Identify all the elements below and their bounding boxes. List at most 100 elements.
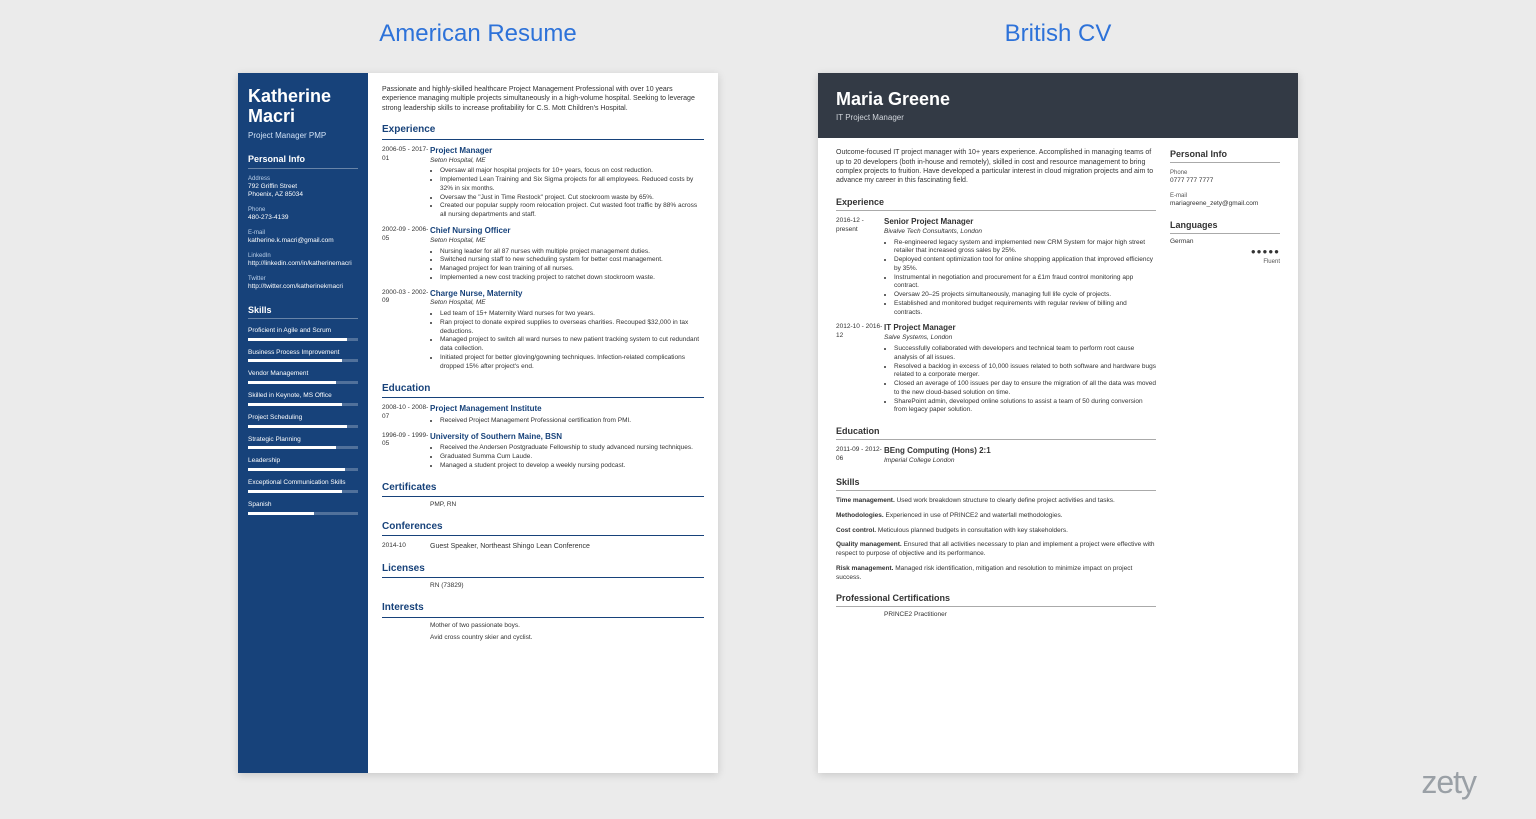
entry-bullet: Re-engineered legacy system and implemen… xyxy=(894,239,1156,257)
us-skill-item: Skilled in Keynote, MS Office xyxy=(248,392,358,406)
us-lang-label: Spanish xyxy=(248,501,358,510)
us-experience-h: Experience xyxy=(382,123,704,140)
entry-bullet: Ran project to donate expired supplies t… xyxy=(440,319,704,337)
entry-bullet: Received the Andersen Postgraduate Fello… xyxy=(440,444,704,453)
us-skill-bar xyxy=(248,359,342,362)
uk-email-label: E-mail xyxy=(1170,192,1280,200)
uk-summary: Outcome-focused IT project manager with … xyxy=(836,148,1156,186)
entry-role: Senior Project Manager xyxy=(884,217,1156,228)
entry-bullet: Graduated Summa Cum Laude. xyxy=(440,453,704,462)
us-skills-h: Skills xyxy=(248,304,358,319)
uk-phone: 0777 777 7777 xyxy=(1170,177,1280,186)
zety-logo: zety xyxy=(1421,764,1476,801)
entry-role: Chief Nursing Officer xyxy=(430,226,704,237)
us-name-last: Macri xyxy=(248,107,358,127)
us-skill-item: Exceptional Communication Skills xyxy=(248,479,358,493)
entry-bullet: Successfully collaborated with developer… xyxy=(894,345,1156,363)
british-cv: Maria Greene IT Project Manager Outcome-… xyxy=(818,73,1298,773)
entry-bullet: Created our popular supply room relocati… xyxy=(440,202,704,220)
us-address1: 792 Griffin Street xyxy=(248,183,358,192)
entry-role: University of Southern Maine, BSN xyxy=(430,432,704,443)
us-skill-label: Proficient in Agile and Scrum xyxy=(248,327,358,336)
uk-skill-item: Methodologies. Experienced in use of PRI… xyxy=(836,512,1156,521)
us-skill-item: Leadership xyxy=(248,457,358,471)
uk-skill-item: Quality management. Ensured that all act… xyxy=(836,541,1156,559)
entry: 2006-05 - 2017-01 Project Manager Seton … xyxy=(382,146,704,220)
us-interests-h: Interests xyxy=(382,601,704,618)
uk-certs-h: Professional Certifications xyxy=(836,592,1156,607)
us-conf-date: 2014-10 xyxy=(382,542,430,551)
uk-skill-text: Used work breakdown structure to clearly… xyxy=(897,497,1115,504)
us-licenses: RN (73829) xyxy=(430,582,704,591)
entry-bullet: Switched nursing staff to new scheduling… xyxy=(440,256,704,265)
us-linkedin-label: LinkedIn xyxy=(248,252,358,260)
uk-job-title: IT Project Manager xyxy=(836,113,1280,124)
us-job-title: Project Manager PMP xyxy=(248,131,358,142)
uk-languages-h: Languages xyxy=(1170,219,1280,234)
uk-email: mariagreene_zety@gmail.com xyxy=(1170,200,1280,209)
us-certificates: PMP, RN xyxy=(430,501,704,510)
entry-bullet: Managed project for lean training of all… xyxy=(440,265,704,274)
entry-bullet: Implemented a new cost tracking project … xyxy=(440,274,704,283)
uk-phone-label: Phone xyxy=(1170,169,1280,177)
entry-bullet: SharePoint admin, developed online solut… xyxy=(894,398,1156,416)
us-email: katherine.k.macri@gmail.com xyxy=(248,237,358,246)
us-sidebar: Katherine Macri Project Manager PMP Pers… xyxy=(238,73,368,773)
entry-bullet: Led team of 15+ Maternity Ward nurses fo… xyxy=(440,310,704,319)
american-heading: American Resume xyxy=(238,20,718,48)
us-conferences-h: Conferences xyxy=(382,520,704,537)
uk-skill-text: Experienced in use of PRINCE2 and waterf… xyxy=(885,512,1062,519)
uk-header: Maria Greene IT Project Manager xyxy=(818,73,1298,138)
us-conference-entry: 2014-10 Guest Speaker, Northeast Shingo … xyxy=(382,542,704,551)
us-skill-label: Exceptional Communication Skills xyxy=(248,479,358,488)
us-phone: 480-273-4139 xyxy=(248,214,358,223)
uk-main: Outcome-focused IT project manager with … xyxy=(836,148,1156,620)
entry-role: Project Management Institute xyxy=(430,404,704,415)
entry: 2016-12 - present Senior Project Manager… xyxy=(836,217,1156,317)
us-email-label: E-mail xyxy=(248,229,358,237)
entry-dates: 2008-10 - 2008-07 xyxy=(382,404,430,426)
uk-name: Maria Greene xyxy=(836,87,1280,111)
entry-bullet: Deployed content optimization tool for o… xyxy=(894,256,1156,274)
entry: 2000-03 - 2002-09 Charge Nurse, Maternit… xyxy=(382,289,704,372)
uk-personal-h: Personal Info xyxy=(1170,148,1280,163)
entry-org: Bivalve Tech Consultants, London xyxy=(884,228,1156,237)
uk-lang-level: Fluent xyxy=(1170,258,1280,266)
british-heading: British CV xyxy=(818,20,1298,48)
entry-bullet: Initiated project for better gloving/gow… xyxy=(440,354,704,372)
uk-edu-entry: 2011-09 - 2012-06 BEng Computing (Hons) … xyxy=(836,446,1156,466)
uk-skill-item: Time management. Used work breakdown str… xyxy=(836,497,1156,506)
uk-skill-name: Time management. xyxy=(836,497,895,504)
uk-edu-role: BEng Computing (Hons) 2:1 xyxy=(884,446,1156,457)
us-interest1: Mother of two passionate boys. xyxy=(430,622,704,631)
us-phone-label: Phone xyxy=(248,206,358,214)
entry: 1996-09 - 1999-05 University of Southern… xyxy=(382,432,704,471)
entry-role: IT Project Manager xyxy=(884,323,1156,334)
uk-skills-h: Skills xyxy=(836,476,1156,491)
uk-certs: PRINCE2 Practitioner xyxy=(884,611,1156,620)
entry-bullet: Oversaw 20–25 projects simultaneously, m… xyxy=(894,291,1156,300)
uk-education-h: Education xyxy=(836,425,1156,440)
entry-org: Salve Systems, London xyxy=(884,334,1156,343)
us-skill-label: Skilled in Keynote, MS Office xyxy=(248,392,358,401)
us-skill-item: Project Scheduling xyxy=(248,414,358,428)
entry: 2002-09 - 2006-05 Chief Nursing Officer … xyxy=(382,226,704,283)
us-skill-label: Strategic Planning xyxy=(248,436,358,445)
us-address-label: Address xyxy=(248,175,358,183)
entry-bullet: Closed an average of 100 issues per day … xyxy=(894,380,1156,398)
entry-dates: 2016-12 - present xyxy=(836,217,884,317)
american-resume: Katherine Macri Project Manager PMP Pers… xyxy=(238,73,718,773)
us-licenses-h: Licenses xyxy=(382,562,704,579)
uk-edu-org: Imperial College London xyxy=(884,457,1156,466)
entry-dates: 2012-10 - 2016-12 xyxy=(836,323,884,415)
us-skill-item: Business Process Improvement xyxy=(248,349,358,363)
us-interest2: Avid cross country skier and cyclist. xyxy=(430,634,704,643)
uk-skill-name: Cost control. xyxy=(836,527,876,534)
us-address2: Phoenix, AZ 85034 xyxy=(248,191,358,200)
us-skill-bar xyxy=(248,446,336,449)
us-twitter: http://twitter.com/katherinekmacri xyxy=(248,283,358,292)
uk-skill-item: Cost control. Meticulous planned budgets… xyxy=(836,527,1156,536)
entry-org: Seton Hospital, ME xyxy=(430,157,704,166)
entry: 2012-10 - 2016-12 IT Project Manager Sal… xyxy=(836,323,1156,415)
uk-skill-item: Risk management. Managed risk identifica… xyxy=(836,565,1156,583)
